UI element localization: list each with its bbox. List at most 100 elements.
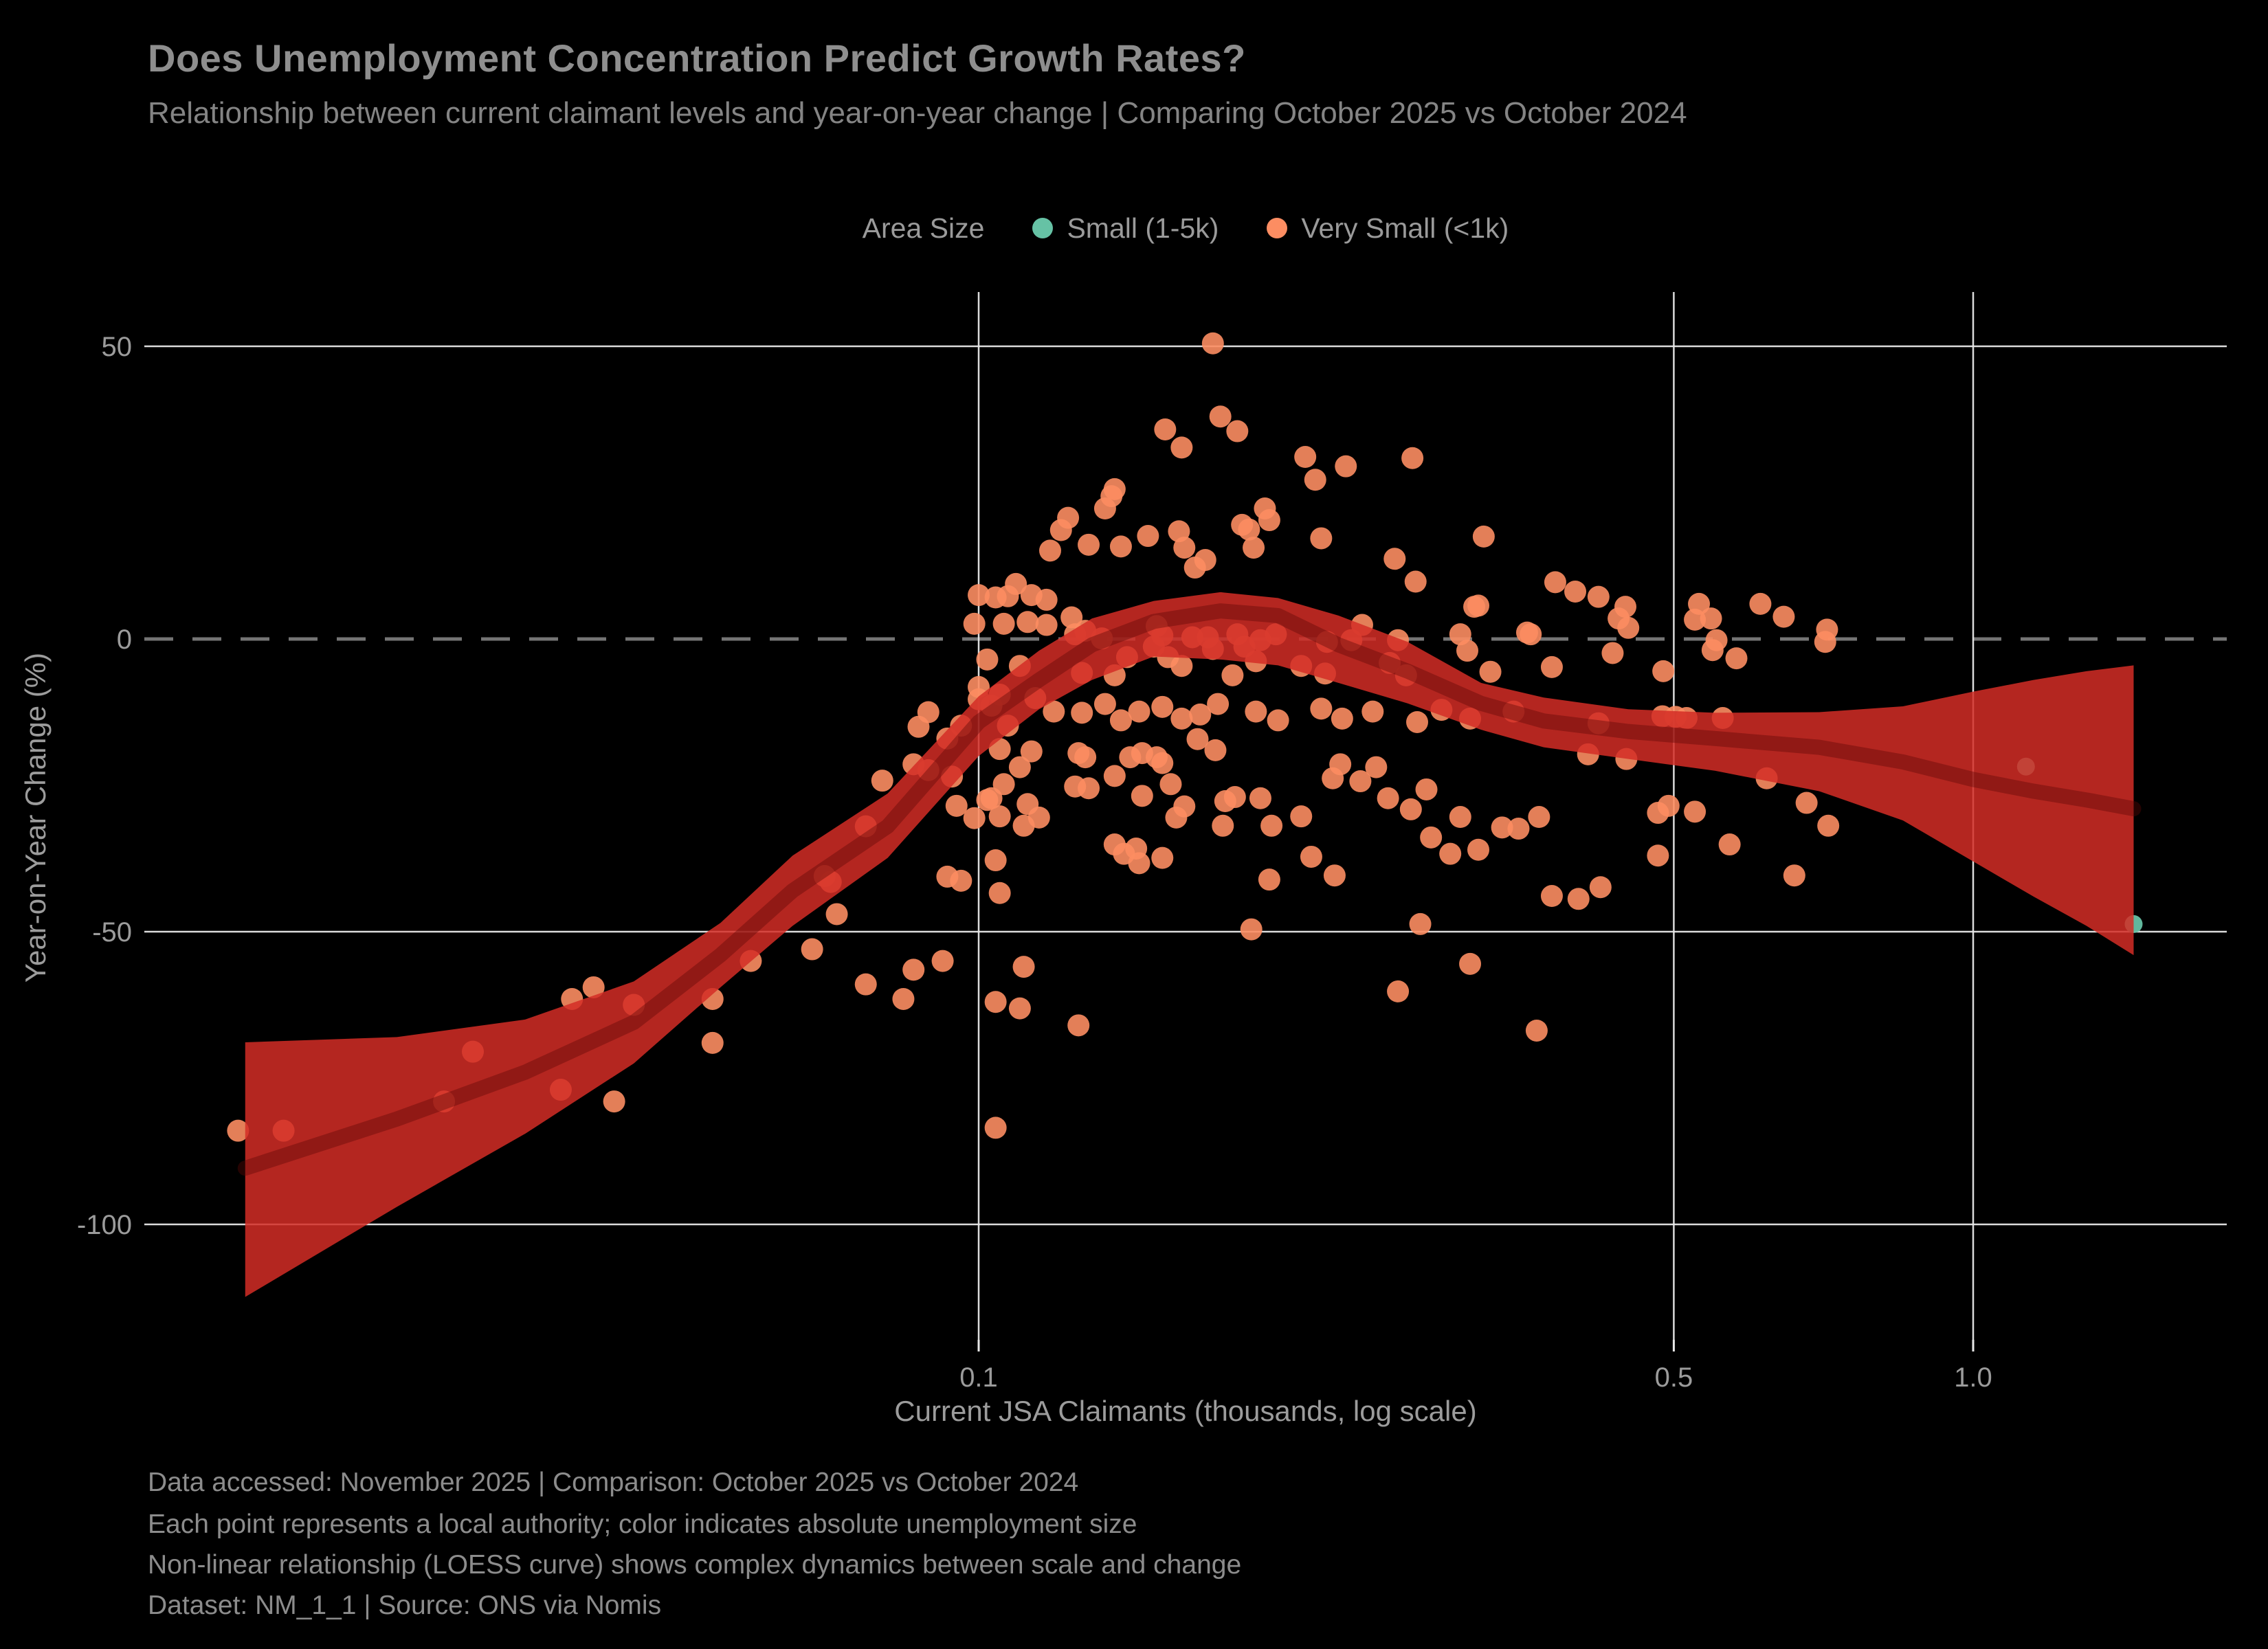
scatter-point-very-small[interactable]: [1700, 607, 1722, 630]
scatter-point-very-small[interactable]: [1060, 606, 1083, 629]
scatter-point-very-small[interactable]: [1243, 537, 1265, 559]
scatter-point-very-small[interactable]: [1221, 664, 1244, 686]
scatter-point-very-small[interactable]: [1154, 418, 1177, 440]
scatter-point-very-small[interactable]: [931, 950, 954, 972]
scatter-point-very-small[interactable]: [1035, 614, 1058, 636]
scatter-point-very-small[interactable]: [1567, 888, 1590, 910]
scatter-point-very-small[interactable]: [1151, 695, 1174, 718]
scatter-point-very-small[interactable]: [984, 849, 1007, 872]
scatter-point-very-small[interactable]: [1128, 700, 1150, 723]
scatter-point-very-small[interactable]: [1449, 806, 1471, 829]
scatter-point-very-small[interactable]: [1684, 800, 1706, 823]
scatter-point-very-small[interactable]: [1467, 838, 1490, 861]
scatter-point-very-small[interactable]: [1507, 818, 1530, 840]
scatter-point-very-small[interactable]: [1109, 535, 1132, 558]
scatter-point-very-small[interactable]: [1399, 798, 1422, 820]
scatter-point-very-small[interactable]: [1304, 469, 1326, 491]
scatter-point-very-small[interactable]: [825, 903, 848, 926]
scatter-point-very-small[interactable]: [1240, 918, 1263, 941]
scatter-point-very-small[interactable]: [1226, 420, 1249, 442]
scatter-point-very-small[interactable]: [1186, 728, 1209, 750]
scatter-point-very-small[interactable]: [984, 1117, 1007, 1139]
scatter-point-very-small[interactable]: [1067, 1014, 1090, 1037]
scatter-point-very-small[interactable]: [854, 973, 877, 996]
scatter-point-very-small[interactable]: [871, 770, 893, 792]
scatter-point-very-small[interactable]: [1290, 805, 1313, 828]
scatter-point-very-small[interactable]: [1783, 864, 1805, 887]
scatter-point-very-small[interactable]: [1131, 785, 1153, 807]
scatter-point-very-small[interactable]: [1212, 814, 1234, 837]
scatter-point-very-small[interactable]: [1267, 709, 1289, 732]
scatter-point-very-small[interactable]: [976, 648, 999, 671]
scatter-point-very-small[interactable]: [1652, 660, 1675, 682]
scatter-point-very-small[interactable]: [1459, 952, 1482, 975]
scatter-point-very-small[interactable]: [1137, 525, 1159, 548]
scatter-point-very-small[interactable]: [945, 794, 968, 817]
scatter-point-very-small[interactable]: [1365, 756, 1388, 778]
scatter-point-very-small[interactable]: [1074, 746, 1097, 769]
scatter-point-very-small[interactable]: [1415, 778, 1438, 800]
scatter-point-very-small[interactable]: [1589, 876, 1612, 899]
scatter-point-very-small[interactable]: [1159, 773, 1182, 796]
scatter-point-very-small[interactable]: [1223, 786, 1246, 809]
scatter-point-very-small[interactable]: [1078, 777, 1100, 800]
scatter-point-very-small[interactable]: [1151, 846, 1174, 869]
scatter-point-very-small[interactable]: [984, 991, 1007, 1013]
scatter-point-very-small[interactable]: [1165, 806, 1188, 829]
scatter-point-very-small[interactable]: [1409, 912, 1432, 935]
scatter-point-very-small[interactable]: [1525, 1019, 1548, 1042]
scatter-point-very-small[interactable]: [1170, 436, 1193, 459]
scatter-point-very-small[interactable]: [1684, 608, 1706, 631]
scatter-point-very-small[interactable]: [1260, 814, 1283, 837]
scatter-point-very-small[interactable]: [1294, 446, 1317, 469]
scatter-point-very-small[interactable]: [1544, 571, 1566, 594]
scatter-point-very-small[interactable]: [1194, 548, 1216, 571]
scatter-point-very-small[interactable]: [1008, 997, 1031, 1020]
scatter-point-very-small[interactable]: [1258, 509, 1280, 532]
scatter-point-very-small[interactable]: [1035, 588, 1058, 611]
scatter-point-very-small[interactable]: [1012, 956, 1035, 978]
scatter-point-very-small[interactable]: [801, 938, 823, 961]
scatter-point-very-small[interactable]: [992, 612, 1015, 635]
scatter-point-very-small[interactable]: [1170, 655, 1193, 677]
scatter-point-very-small[interactable]: [1718, 833, 1741, 856]
scatter-point-very-small[interactable]: [1012, 814, 1035, 837]
scatter-point-very-small[interactable]: [1601, 642, 1624, 664]
scatter-point-very-small[interactable]: [1322, 767, 1344, 789]
scatter-point-very-small[interactable]: [968, 584, 990, 607]
scatter-point-very-small[interactable]: [902, 958, 925, 981]
scatter-point-very-small[interactable]: [1491, 816, 1513, 839]
scatter-point-very-small[interactable]: [1749, 592, 1772, 615]
scatter-point-very-small[interactable]: [892, 987, 915, 1010]
scatter-point-very-small[interactable]: [1310, 527, 1333, 550]
scatter-point-very-small[interactable]: [1189, 703, 1212, 726]
scatter-point-very-small[interactable]: [1725, 647, 1748, 670]
scatter-point-very-small[interactable]: [1439, 842, 1462, 865]
scatter-point-very-small[interactable]: [1039, 539, 1062, 562]
scatter-point-very-small[interactable]: [1008, 756, 1031, 778]
scatter-point-very-small[interactable]: [963, 612, 986, 635]
legend-item-very-small[interactable]: Very Small (<1k): [1267, 212, 1509, 245]
scatter-point-very-small[interactable]: [1701, 639, 1724, 662]
scatter-point-very-small[interactable]: [1420, 826, 1443, 849]
scatter-point-very-small[interactable]: [1020, 740, 1043, 763]
scatter-point-very-small[interactable]: [1814, 631, 1836, 653]
scatter-point-very-small[interactable]: [1201, 332, 1224, 355]
scatter-point-very-small[interactable]: [1377, 787, 1399, 809]
scatter-point-very-small[interactable]: [1349, 770, 1372, 793]
scatter-point-very-small[interactable]: [1170, 707, 1193, 730]
scatter-point-very-small[interactable]: [1078, 533, 1100, 556]
scatter-point-very-small[interactable]: [1456, 640, 1479, 662]
scatter-point-very-small[interactable]: [1657, 794, 1680, 817]
scatter-point-very-small[interactable]: [1587, 585, 1610, 608]
scatter-point-very-small[interactable]: [1361, 700, 1384, 723]
scatter-point-very-small[interactable]: [1245, 700, 1267, 723]
scatter-point-very-small[interactable]: [1093, 497, 1116, 520]
scatter-point-very-small[interactable]: [1071, 702, 1093, 724]
scatter-point-very-small[interactable]: [1463, 596, 1486, 618]
scatter-point-very-small[interactable]: [582, 976, 605, 998]
scatter-point-very-small[interactable]: [1331, 707, 1353, 730]
scatter-point-very-small[interactable]: [988, 805, 1011, 828]
scatter-point-very-small[interactable]: [988, 882, 1011, 904]
scatter-point-very-small[interactable]: [1647, 844, 1669, 867]
